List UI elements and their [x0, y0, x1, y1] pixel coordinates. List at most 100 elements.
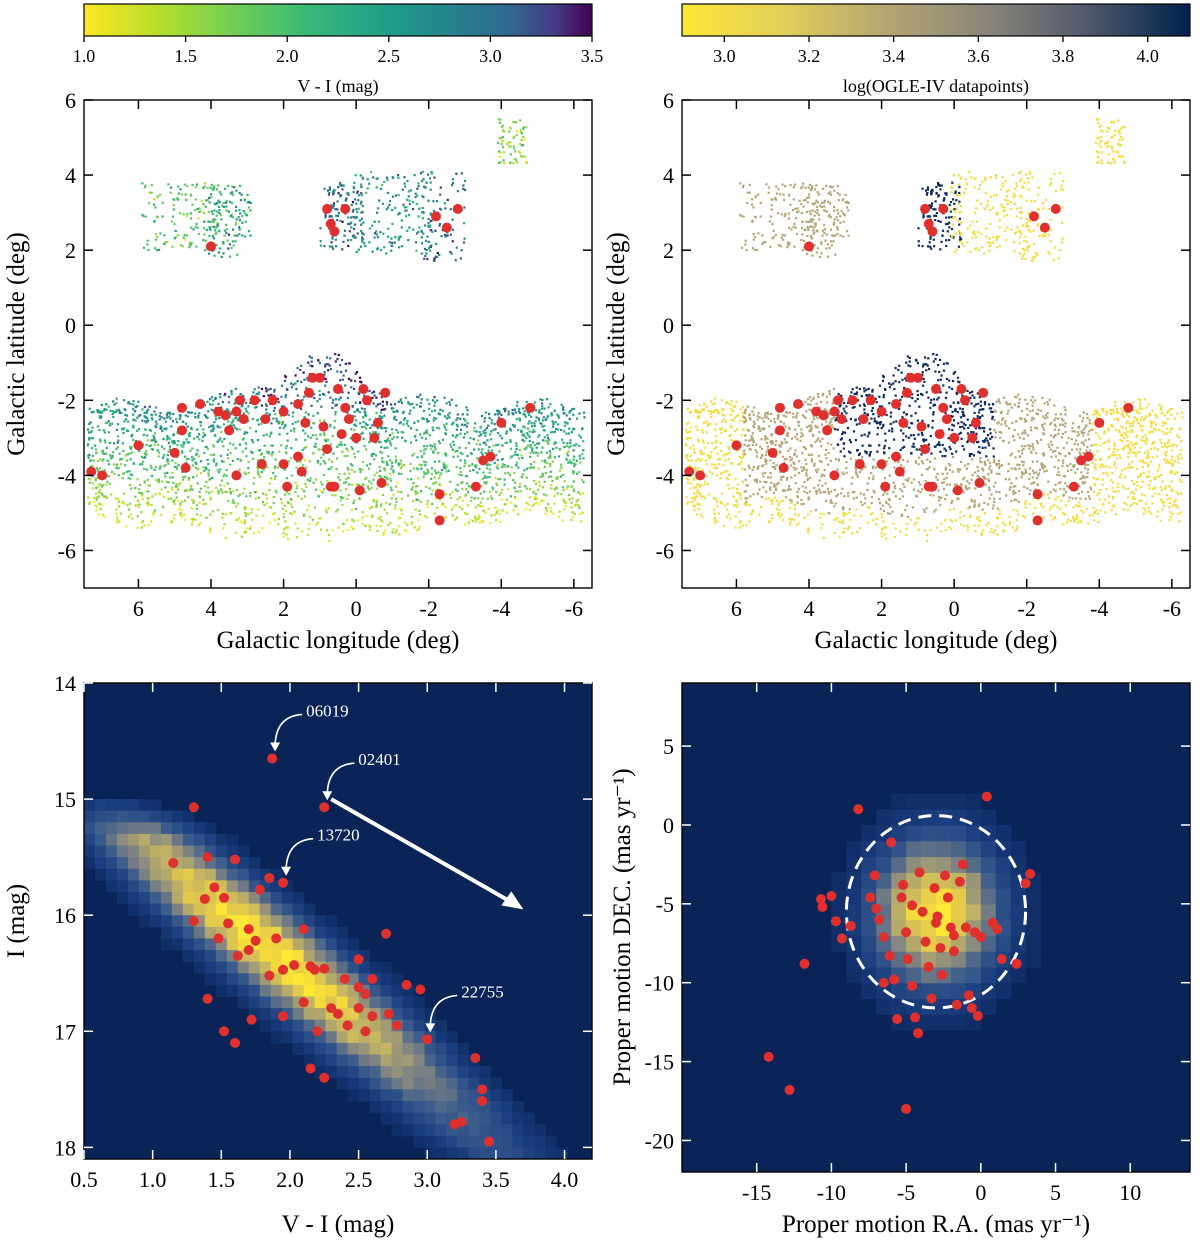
- star-dot: [1029, 489, 1032, 492]
- star-dot: [530, 425, 534, 428]
- star-dot: [1142, 472, 1145, 475]
- star-dot: [329, 215, 332, 218]
- star-dot: [143, 186, 146, 189]
- star-dot: [1159, 486, 1163, 489]
- star-dot: [373, 220, 376, 223]
- star-dot: [169, 186, 173, 189]
- star-dot: [898, 407, 901, 411]
- star-dot: [840, 492, 843, 495]
- star-dot: [1156, 510, 1159, 513]
- star-dot: [359, 468, 362, 471]
- star-dot: [244, 514, 247, 518]
- star-dot: [327, 468, 330, 471]
- star-dot: [1116, 407, 1119, 410]
- star-dot: [1107, 495, 1111, 498]
- star-dot: [105, 408, 108, 411]
- star-dot: [499, 151, 502, 154]
- star-dot: [126, 459, 129, 462]
- star-dot: [1009, 403, 1012, 406]
- star-dot: [384, 529, 387, 532]
- star-dot: [328, 458, 331, 461]
- star-dot: [1087, 463, 1090, 466]
- star-dot: [208, 403, 212, 406]
- star-dot: [541, 407, 544, 410]
- star-dot: [939, 450, 942, 453]
- star-dot: [326, 363, 329, 366]
- star-dot: [1036, 460, 1039, 463]
- star-dot: [273, 390, 276, 393]
- star-dot: [343, 472, 346, 475]
- star-dot: [993, 529, 997, 532]
- colorbar-tick-label: 2.5: [378, 46, 401, 66]
- star-dot: [1135, 451, 1138, 454]
- star-dot: [978, 396, 981, 399]
- star-dot: [1020, 449, 1024, 452]
- star-dot: [978, 416, 981, 420]
- star-dot: [339, 182, 342, 185]
- star-dot: [967, 426, 970, 429]
- star-dot: [461, 413, 464, 416]
- star-dot: [303, 416, 306, 419]
- selected-object-point: [351, 432, 362, 443]
- star-dot: [247, 471, 250, 474]
- star-dot: [137, 506, 140, 509]
- star-dot: [401, 436, 404, 439]
- y-tick-label: 4: [65, 163, 76, 188]
- star-dot: [511, 424, 514, 427]
- star-dot: [545, 451, 549, 454]
- star-dot: [375, 524, 378, 527]
- star-dot: [398, 237, 401, 240]
- star-dot: [306, 533, 310, 536]
- star-dot: [870, 409, 873, 412]
- star-dot: [361, 416, 365, 419]
- star-dot: [927, 443, 930, 446]
- star-dot: [520, 454, 523, 457]
- star-dot: [744, 419, 748, 422]
- star-dot: [350, 379, 353, 382]
- star-dot: [1017, 401, 1020, 404]
- star-dot: [1090, 488, 1093, 491]
- star-dot: [1054, 425, 1057, 428]
- star-dot: [1172, 463, 1175, 466]
- star-dot: [951, 423, 954, 426]
- star-dot: [379, 402, 382, 405]
- selected-object-point: [260, 414, 271, 425]
- star-dot: [235, 218, 238, 221]
- star-dot: [565, 458, 568, 461]
- star-dot: [719, 477, 722, 480]
- star-dot: [1077, 425, 1080, 429]
- star-dot: [293, 510, 296, 513]
- star-dot: [270, 393, 273, 396]
- star-dot: [989, 428, 992, 431]
- star-dot: [105, 446, 108, 449]
- star-dot: [1098, 413, 1101, 416]
- star-dot: [414, 489, 417, 492]
- y-tick-label: 2: [65, 238, 76, 263]
- star-dot: [466, 482, 469, 485]
- star-dot: [129, 445, 132, 448]
- star-dot: [889, 422, 892, 425]
- star-dot: [289, 457, 293, 460]
- star-dot: [388, 199, 392, 203]
- star-dot: [280, 444, 283, 447]
- star-dot: [318, 517, 321, 520]
- star-dot: [182, 478, 185, 481]
- star-dot: [274, 413, 277, 416]
- star-dot: [722, 525, 726, 528]
- star-dot: [1075, 497, 1078, 500]
- star-dot: [182, 213, 185, 216]
- star-dot: [427, 240, 430, 243]
- star-dot: [460, 172, 463, 175]
- star-dot: [179, 513, 182, 516]
- star-dot: [432, 259, 436, 262]
- selected-object-point: [322, 444, 333, 455]
- star-dot: [1000, 431, 1003, 434]
- star-dot: [189, 212, 192, 215]
- star-dot: [208, 491, 211, 495]
- star-dot: [1077, 505, 1080, 508]
- star-dot: [1042, 464, 1045, 467]
- star-dot: [313, 506, 316, 509]
- star-dot: [235, 489, 238, 492]
- star-dot: [129, 473, 132, 476]
- star-dot: [755, 481, 758, 484]
